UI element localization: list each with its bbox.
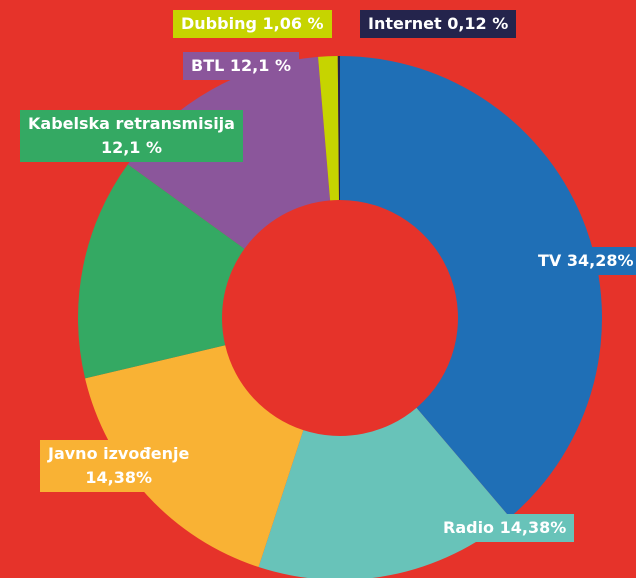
label-name: BTL bbox=[191, 56, 225, 75]
data-label: Kabelska retransmisija 12,1 % bbox=[20, 110, 243, 162]
label-value: 12,1 % bbox=[229, 56, 291, 75]
data-label: BTL 12,1 % bbox=[183, 52, 299, 80]
donut-slice bbox=[337, 56, 340, 201]
label-value: 14,38% bbox=[499, 518, 567, 537]
donut-slice bbox=[78, 164, 245, 379]
data-label: Radio 14,38% bbox=[435, 514, 575, 542]
label-name: Dubbing bbox=[181, 14, 257, 33]
label-value: 12,1 % bbox=[100, 138, 163, 157]
data-label: Javno izvođenje 14,38% bbox=[40, 440, 198, 492]
donut-slice bbox=[318, 56, 339, 201]
data-label: TV 34,28% bbox=[530, 247, 636, 275]
label-value: 34,28% bbox=[566, 251, 634, 270]
label-value: 14,38% bbox=[85, 468, 153, 487]
label-name: Internet bbox=[368, 14, 442, 33]
label-name: Kabelska retransmisija bbox=[28, 114, 235, 133]
donut-slice bbox=[340, 56, 603, 518]
label-name: Radio bbox=[443, 518, 495, 537]
data-label: Dubbing 1,06 % bbox=[173, 10, 332, 38]
label-name: Javno izvođenje bbox=[48, 444, 190, 463]
label-name: TV bbox=[538, 251, 562, 270]
label-value: 0,12 % bbox=[447, 14, 509, 33]
label-value: 1,06 % bbox=[262, 14, 324, 33]
data-label: Internet 0,12 % bbox=[360, 10, 517, 38]
